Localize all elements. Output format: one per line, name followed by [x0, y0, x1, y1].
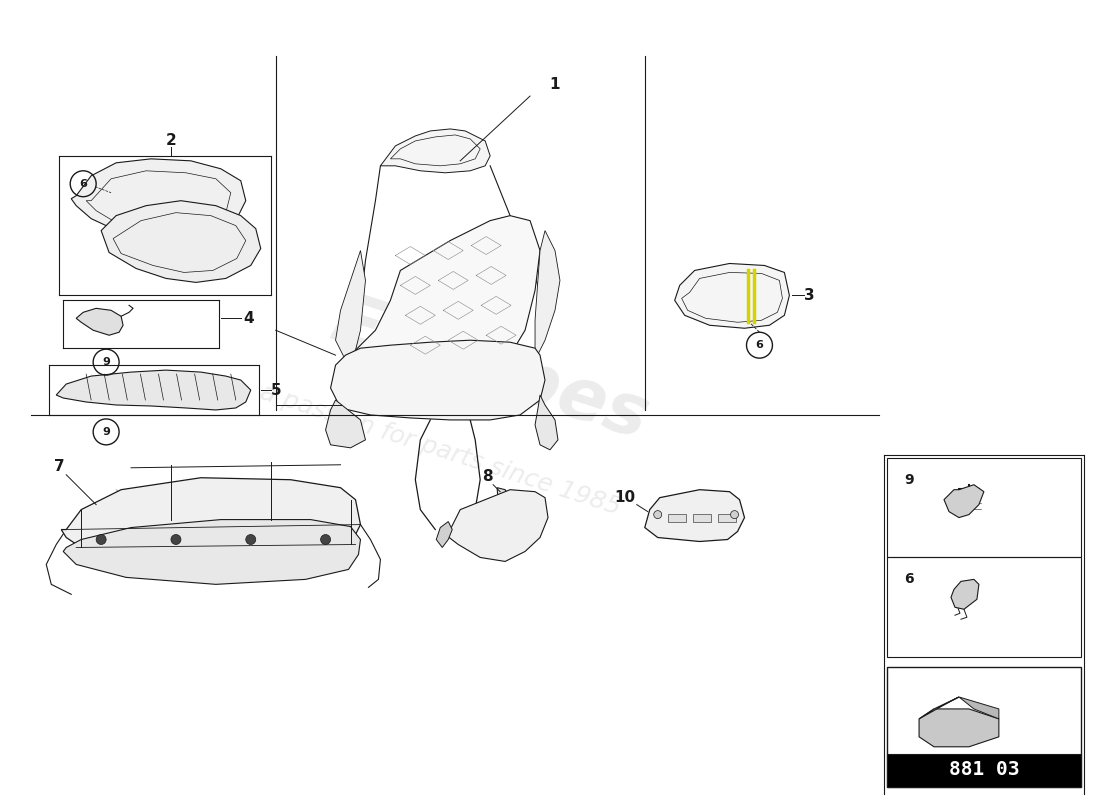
Text: 2: 2	[166, 134, 176, 149]
Circle shape	[170, 534, 180, 545]
Bar	[887, 558, 1080, 657]
Polygon shape	[446, 490, 548, 562]
Polygon shape	[535, 230, 560, 360]
Polygon shape	[336, 250, 365, 360]
Text: Europes: Europes	[322, 286, 658, 454]
Polygon shape	[952, 579, 979, 610]
Circle shape	[245, 534, 255, 545]
Circle shape	[96, 534, 106, 545]
Polygon shape	[326, 400, 365, 448]
Text: 9: 9	[102, 427, 110, 437]
Text: 881 03: 881 03	[948, 760, 1020, 779]
Polygon shape	[72, 159, 245, 242]
Text: 3: 3	[804, 288, 815, 303]
Text: 6: 6	[79, 178, 87, 189]
Polygon shape	[76, 308, 123, 335]
Circle shape	[730, 510, 738, 518]
Circle shape	[653, 510, 662, 518]
Bar	[693, 514, 711, 522]
Polygon shape	[535, 395, 558, 450]
Polygon shape	[497, 488, 510, 506]
Polygon shape	[56, 370, 251, 410]
Polygon shape	[944, 485, 983, 518]
Text: 6: 6	[904, 572, 914, 586]
Polygon shape	[62, 478, 361, 570]
Text: 9: 9	[102, 357, 110, 367]
Bar	[668, 514, 685, 522]
Text: 7: 7	[54, 459, 65, 474]
Bar	[717, 514, 736, 522]
Polygon shape	[645, 490, 745, 542]
Text: 8: 8	[482, 470, 493, 484]
Bar	[887, 667, 1080, 786]
Polygon shape	[63, 519, 361, 584]
Circle shape	[320, 534, 331, 545]
Text: 5: 5	[271, 382, 281, 398]
Polygon shape	[331, 340, 544, 420]
Text: 10: 10	[614, 490, 636, 505]
Polygon shape	[920, 697, 959, 719]
Bar	[887, 754, 1080, 786]
Polygon shape	[959, 697, 999, 719]
Text: 4: 4	[243, 310, 254, 326]
Text: 9: 9	[904, 473, 914, 486]
Polygon shape	[437, 522, 452, 547]
Polygon shape	[920, 709, 999, 746]
Polygon shape	[351, 216, 540, 375]
Polygon shape	[101, 201, 261, 282]
Text: 1: 1	[550, 77, 560, 92]
Text: a passion for parts since 1985: a passion for parts since 1985	[257, 380, 624, 520]
Polygon shape	[381, 129, 491, 173]
Text: 6: 6	[756, 340, 763, 350]
Bar	[887, 458, 1080, 558]
Polygon shape	[674, 263, 790, 328]
